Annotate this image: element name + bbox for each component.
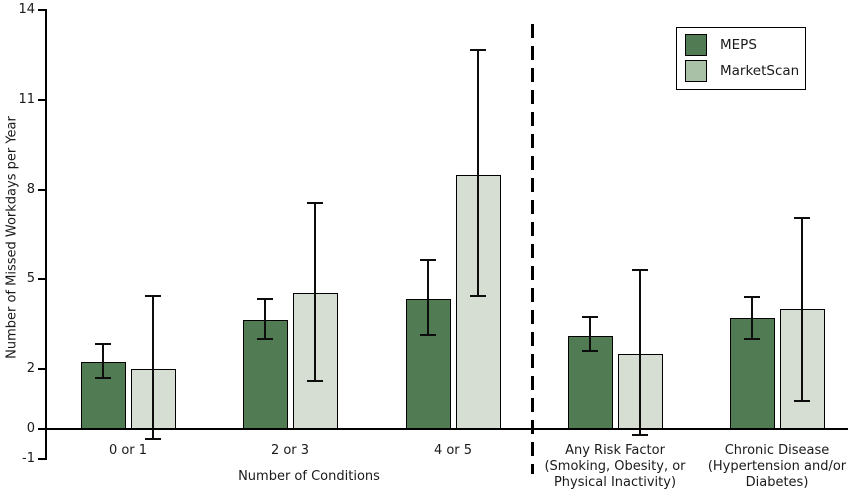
category-label-1: 2 or 3 <box>175 443 405 459</box>
error-bar-meps-1-cap-bottom <box>257 338 273 340</box>
y-axis-title: Number of Missed Workdays per Year <box>4 116 20 359</box>
y-tick-mark-8 <box>38 189 45 191</box>
error-bar-marketscan-2-cap-top <box>470 49 486 51</box>
error-bar-marketscan-2-cap-bottom <box>470 295 486 297</box>
error-bar-meps-0-cap-top <box>95 343 111 345</box>
error-bar-marketscan-1-cap-bottom <box>307 380 323 382</box>
y-tick-label-8: 8 <box>26 182 35 197</box>
category-label-4: Chronic Disease (Hypertension and/or Diabe… <box>662 443 852 491</box>
error-bar-marketscan-0-line <box>152 296 154 440</box>
y-tick-label-0: 0 <box>26 421 35 436</box>
error-bar-meps-2-cap-bottom <box>420 334 436 336</box>
y-tick-label-5: 5 <box>26 271 35 286</box>
legend-label-marketscan: MarketScan <box>720 63 800 79</box>
legend: MEPS MarketScan <box>676 27 806 90</box>
meps-swatch-icon <box>685 34 707 56</box>
category-label-line: (Smoking, Obesity, or <box>544 459 686 474</box>
category-label-line: Physical Inactivity) <box>553 475 677 490</box>
error-bar-marketscan-0-cap-top <box>145 295 161 297</box>
error-bar-marketscan-3-cap-bottom <box>632 434 648 436</box>
error-bar-meps-0-cap-bottom <box>95 377 111 379</box>
y-axis-line <box>45 9 47 460</box>
error-bar-marketscan-4-line <box>801 218 803 401</box>
error-bar-meps-4-line <box>751 297 753 339</box>
error-bar-meps-1-cap-top <box>257 298 273 300</box>
y-tick-mark-2 <box>38 368 45 370</box>
error-bar-meps-4-cap-top <box>744 296 760 298</box>
category-label-0: 0 or 1 <box>13 443 243 459</box>
y-tick-mark-11 <box>38 99 45 101</box>
marketscan-swatch-icon <box>685 60 707 82</box>
legend-item-meps: MEPS <box>685 32 805 58</box>
legend-item-marketscan: MarketScan <box>685 58 805 84</box>
error-bar-marketscan-3-cap-top <box>632 269 648 271</box>
y-tick-mark--1 <box>38 458 45 460</box>
y-tick-mark-14 <box>38 9 45 11</box>
category-separator-dashed-line <box>531 24 534 474</box>
y-tick-mark-0 <box>38 428 45 430</box>
error-bar-marketscan-1-cap-top <box>307 202 323 204</box>
error-bar-marketscan-1-line <box>314 203 316 381</box>
category-label-3: Any Risk Factor (Smoking, Obesity, or Phys… <box>500 443 730 491</box>
error-bar-meps-3-cap-bottom <box>582 350 598 352</box>
x-axis-title: Number of Conditions <box>238 469 380 484</box>
x-axis-line <box>45 428 848 430</box>
error-bar-marketscan-2-line <box>477 50 479 295</box>
legend-label-meps: MEPS <box>720 37 757 53</box>
category-label-line: 4 or 5 <box>433 443 473 458</box>
y-tick-label-14: 14 <box>18 2 35 17</box>
category-label-2: 4 or 5 <box>338 443 568 459</box>
error-bar-marketscan-4-cap-bottom <box>794 400 810 402</box>
category-label-line: (Hypertension and/or <box>707 459 847 474</box>
category-label-line: 2 or 3 <box>270 443 310 458</box>
error-bar-meps-0-line <box>102 344 104 378</box>
category-label-line: Diabetes) <box>745 475 809 490</box>
error-bar-meps-3-line <box>589 317 591 351</box>
error-bar-meps-3-cap-top <box>582 316 598 318</box>
error-bar-meps-4-cap-bottom <box>744 338 760 340</box>
error-bar-marketscan-3-line <box>639 270 641 435</box>
error-bar-meps-1-line <box>264 299 266 339</box>
error-bar-meps-2-line <box>427 260 429 335</box>
error-bar-marketscan-4-cap-top <box>794 217 810 219</box>
error-bar-marketscan-0-cap-bottom <box>145 438 161 440</box>
category-label-line: 0 or 1 <box>108 443 148 458</box>
y-tick-label-2: 2 <box>26 361 35 376</box>
error-bar-meps-2-cap-top <box>420 259 436 261</box>
y-tick-label--1: -1 <box>22 451 35 466</box>
bar-marketscan-2 <box>456 175 501 430</box>
y-tick-mark-5 <box>38 278 45 280</box>
y-tick-label-11: 11 <box>18 92 35 107</box>
category-label-line: Chronic Disease <box>724 443 830 458</box>
category-label-line: Any Risk Factor <box>565 443 665 458</box>
